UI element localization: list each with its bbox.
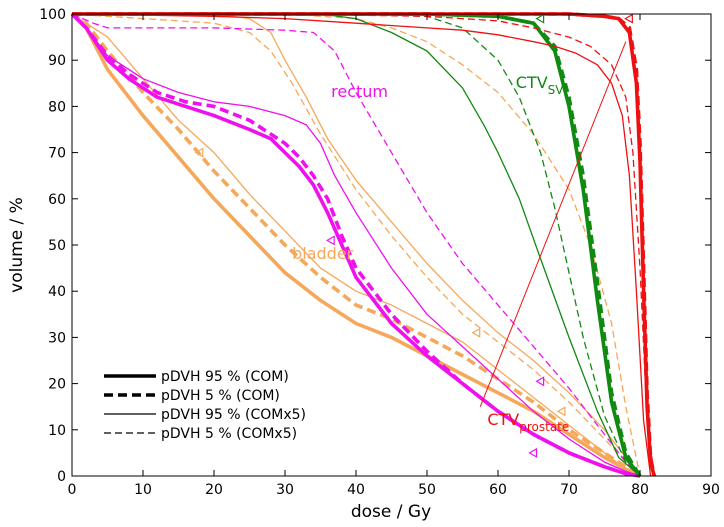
y-axis-title: volume / % <box>7 197 27 293</box>
y-tick-label: 10 <box>48 423 66 439</box>
x-tick-label: 30 <box>276 482 294 498</box>
legend-label-0: pDVH 95 % (COM) <box>161 369 289 385</box>
x-tick-label: 40 <box>347 482 365 498</box>
y-tick-label: 90 <box>48 53 66 69</box>
point-marker-bladder-2 <box>556 406 566 417</box>
y-tick-label: 0 <box>57 469 66 485</box>
annotation-bladder: bladder <box>292 244 354 263</box>
annotation-rectum: rectum <box>331 82 388 101</box>
y-tick-label: 60 <box>48 192 66 208</box>
point-marker-ctv_sv-6 <box>535 13 545 24</box>
series-line-ctv_sv-11 <box>72 12 642 477</box>
y-tick-label: 50 <box>48 238 66 254</box>
y-tick-label: 40 <box>48 284 66 300</box>
axis-layer: 0 10 20 30 40 50 60 70 80 90 0 10 20 30 40 50 60 70 80 90 10… <box>39 7 720 498</box>
series-line-bladder-0 <box>70 12 641 478</box>
y-tick-label: 80 <box>48 99 66 115</box>
point-marker-ctv_prostate-7 <box>624 13 633 24</box>
point-marker-rectum-4 <box>535 376 545 387</box>
x-tick-label: 10 <box>134 482 152 498</box>
series-line-ctv_prostate-16 <box>71 13 652 477</box>
x-tick-label: 70 <box>560 482 578 498</box>
y-tick-label: 70 <box>48 146 66 162</box>
y-tick-label: 20 <box>48 377 66 393</box>
annotation-layer: rectum bladder CTVSV CTVprostate <box>292 73 569 434</box>
x-tick-label: 20 <box>205 482 223 498</box>
point-marker-bladder-0 <box>194 147 204 158</box>
point-marker-rectum-3 <box>325 235 335 246</box>
legend-label-2: pDVH 95 % (COMx5) <box>161 407 306 423</box>
legend-label-3: pDVH 5 % (COMx5) <box>161 426 297 442</box>
legend: pDVH 95 % (COM) pDVH 5 % (COM) pDVH 95 % (… <box>104 369 306 442</box>
y-tick-label: 30 <box>48 330 66 346</box>
ctv-prostate-pointer-line <box>479 41 627 407</box>
series-line-rectum-9 <box>71 13 641 477</box>
series-line-rectum-8 <box>71 13 641 477</box>
annotation-ctvsv: CTVSV <box>516 73 565 97</box>
y-tick-label: 100 <box>39 7 66 23</box>
x-tick-label: 0 <box>68 482 77 498</box>
x-tick-label: 80 <box>631 482 649 498</box>
annotation-ctvprostate: CTVprostate <box>487 410 569 434</box>
x-tick-label: 50 <box>418 482 436 498</box>
series-line-bladder-1 <box>71 12 641 478</box>
series-line-bladder-3 <box>71 13 641 477</box>
series-line-ctv_sv-12 <box>72 13 641 477</box>
x-tick-label: 60 <box>489 482 507 498</box>
series-line-rectum-7 <box>70 12 641 478</box>
point-marker-rectum-5 <box>528 447 538 458</box>
point-marker-bladder-1 <box>471 327 481 338</box>
x-axis-title: dose / Gy <box>351 502 431 522</box>
series-line-ctv_prostate-15 <box>72 12 656 477</box>
marker-layer <box>194 13 633 458</box>
legend-label-1: pDVH 5 % (COM) <box>161 388 280 404</box>
x-tick-label: 90 <box>702 482 720 498</box>
